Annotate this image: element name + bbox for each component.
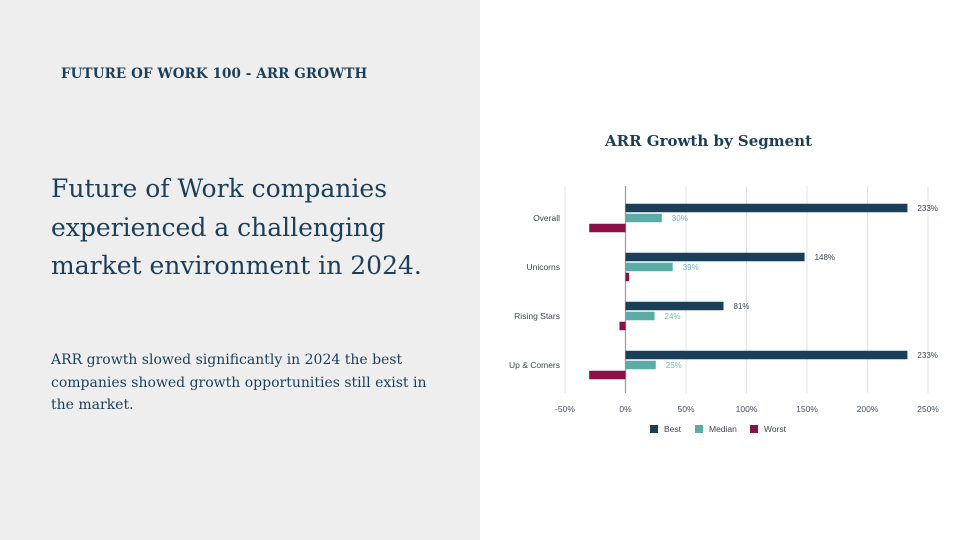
data-label-median: 30%	[672, 214, 688, 223]
chart-panel: ARR Growth by Segment -50% 0% 50% 100% 150% 2…	[480, 0, 960, 540]
bar-best	[625, 252, 805, 262]
data-label-median: 39%	[683, 263, 699, 272]
bar-median	[625, 262, 673, 272]
arr-growth-chart: -50% 0% 50% 100% 150% 200% 250% Overall 233% 30% U…	[509, 186, 939, 434]
legend-label-median: Median	[709, 424, 737, 434]
category-label: Overall	[533, 213, 560, 223]
legend-label-worst: Worst	[764, 424, 787, 434]
slide-body-text: ARR growth slowed significantly in 2024 …	[51, 352, 427, 413]
legend-swatch-worst	[750, 425, 758, 433]
x-tick-label: 150%	[796, 404, 818, 414]
bar-worst	[625, 272, 630, 282]
x-tick-label: 100%	[736, 404, 758, 414]
legend-swatch-median	[695, 425, 703, 433]
x-tick-label: -50%	[555, 404, 575, 414]
category-label: Up & Comers	[509, 360, 560, 370]
text-panel: FUTURE OF WORK 100 - ARR GROWTH Future o…	[0, 0, 480, 540]
data-label-median: 25%	[666, 361, 682, 370]
data-label-best: 81%	[734, 302, 750, 311]
bar-worst	[619, 321, 626, 331]
data-label-best: 233%	[917, 204, 937, 213]
data-label-best: 148%	[815, 253, 835, 262]
bar-median	[625, 360, 656, 370]
chart-title: ARR Growth by Segment	[604, 132, 813, 150]
x-tick-label: 0%	[619, 404, 632, 414]
category-label: Rising Stars	[514, 311, 560, 321]
bar-worst	[589, 223, 626, 233]
legend-swatch-best	[650, 425, 658, 433]
data-label-best: 233%	[917, 351, 937, 360]
section-eyebrow: FUTURE OF WORK 100 - ARR GROWTH	[61, 66, 368, 82]
category-label: Unicorns	[526, 262, 560, 272]
bar-best	[625, 350, 908, 360]
x-tick-label: 250%	[917, 404, 939, 414]
legend-label-best: Best	[664, 424, 682, 434]
x-tick-label: 200%	[857, 404, 879, 414]
bar-best	[625, 301, 724, 311]
bar-median	[625, 213, 662, 223]
x-tick-label: 50%	[677, 404, 694, 414]
bar-worst	[589, 370, 626, 380]
slide-headline: Future of Work companies experienced a c…	[51, 174, 422, 280]
bar-best	[625, 203, 908, 213]
data-label-median: 24%	[665, 312, 681, 321]
bar-median	[625, 311, 655, 321]
